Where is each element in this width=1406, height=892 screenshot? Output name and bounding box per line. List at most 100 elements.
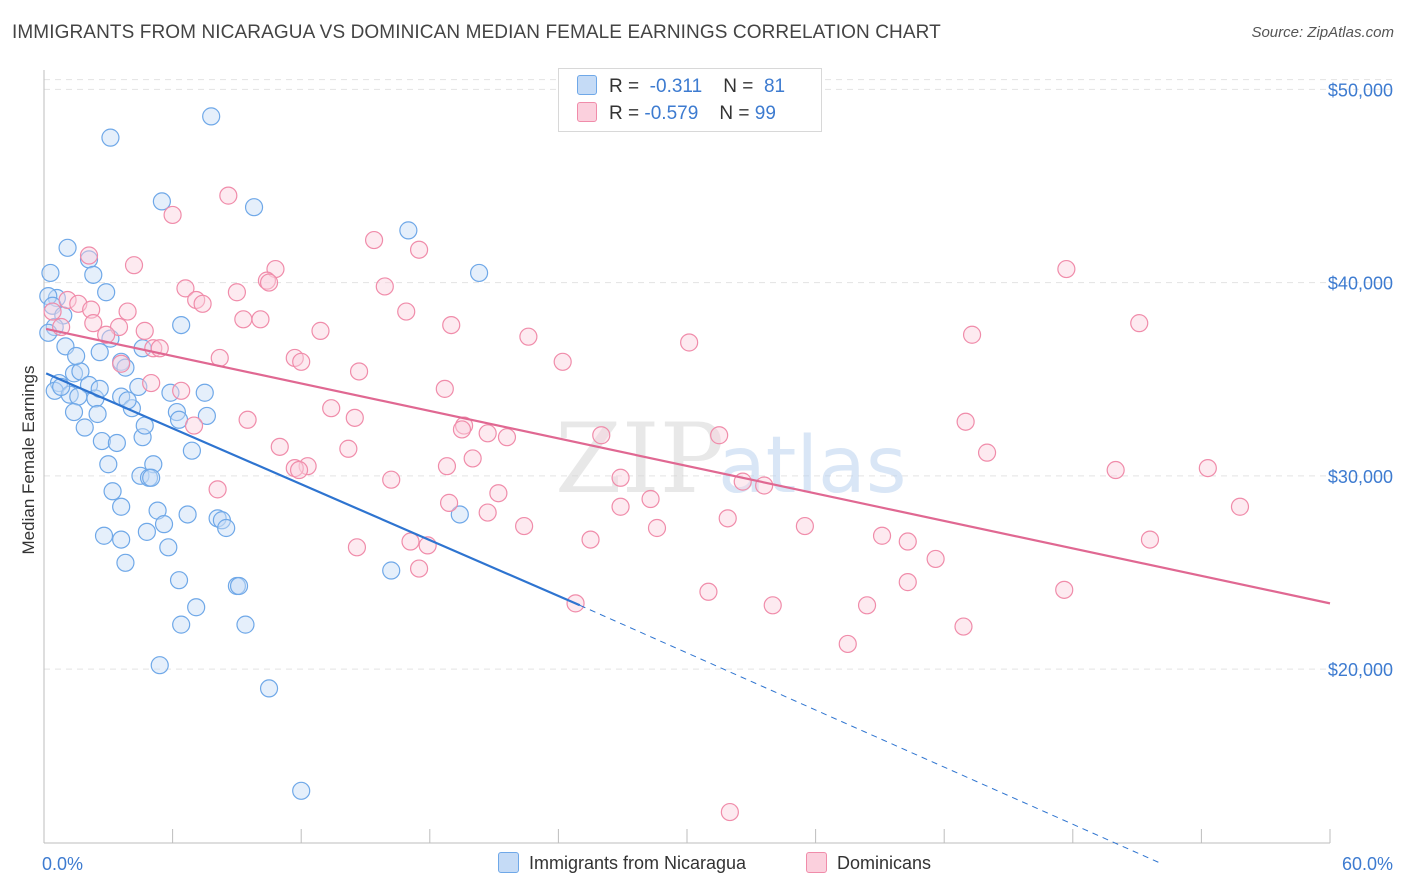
point-dominicans — [497, 428, 517, 447]
legend-swatch-nicaragua — [577, 75, 597, 95]
point-dominicans — [592, 426, 611, 445]
point-nicaragua — [259, 679, 279, 698]
point-nicaragua — [195, 383, 214, 402]
trend-line-nicaragua-extension — [579, 604, 1159, 863]
watermark-atlas: atlas — [718, 421, 907, 511]
point-nicaragua — [75, 418, 94, 437]
point-dominicans — [401, 532, 420, 551]
point-nicaragua — [67, 346, 86, 366]
series-legend-dominicans[interactable]: Dominicans — [806, 852, 931, 874]
point-dominicans — [838, 634, 857, 654]
point-dominicans — [193, 294, 212, 313]
y-tick-label: $40,000 — [1328, 274, 1393, 294]
point-dominicans — [442, 315, 461, 335]
point-dominicans — [270, 437, 289, 456]
point-nicaragua — [92, 431, 111, 451]
point-dominicans — [219, 186, 238, 205]
point-dominicans — [409, 240, 429, 259]
point-nicaragua — [197, 406, 216, 426]
series-label-nicaragua: Immigrants from Nicaragua — [529, 853, 747, 873]
point-dominicans — [956, 412, 975, 431]
point-nicaragua — [217, 518, 236, 538]
point-dominicans — [463, 449, 482, 468]
y-tick-label: $50,000 — [1328, 80, 1393, 100]
point-nicaragua — [84, 265, 103, 284]
legend-r-label: R = — [609, 103, 640, 124]
point-dominicans — [172, 381, 191, 400]
point-dominicans — [720, 802, 739, 822]
point-nicaragua — [88, 404, 107, 424]
point-dominicans — [755, 476, 774, 495]
point-nicaragua — [133, 428, 152, 447]
point-dominicans — [1106, 460, 1125, 480]
point-dominicans — [79, 246, 99, 265]
point-dominicans — [289, 460, 309, 480]
point-dominicans — [898, 532, 917, 551]
point-dominicans — [680, 333, 699, 352]
point-dominicans — [898, 573, 917, 592]
point-dominicans — [84, 314, 103, 333]
y-tick-label: $30,000 — [1328, 467, 1393, 487]
point-dominicans — [382, 470, 401, 489]
point-dominicans — [375, 277, 394, 296]
point-nicaragua — [137, 522, 156, 541]
point-dominicans — [763, 596, 782, 615]
point-dominicans — [439, 493, 459, 512]
point-nicaragua — [292, 781, 311, 800]
point-dominicans — [97, 325, 116, 344]
point-dominicans — [292, 352, 311, 371]
point-nicaragua — [58, 238, 77, 257]
point-dominicans — [519, 327, 538, 346]
point-dominicans — [872, 526, 892, 545]
point-dominicans — [43, 302, 62, 321]
point-dominicans — [364, 230, 384, 250]
point-nicaragua — [169, 571, 189, 590]
point-dominicans — [176, 279, 195, 298]
point-nicaragua — [450, 505, 469, 524]
point-dominicans — [184, 416, 204, 435]
point-dominicans — [962, 325, 982, 344]
point-nicaragua — [112, 497, 131, 516]
point-dominicans — [311, 321, 330, 340]
point-dominicans — [515, 516, 534, 536]
point-dominicans — [553, 352, 572, 371]
point-dominicans — [718, 509, 737, 528]
point-dominicans — [397, 302, 416, 321]
point-dominicans — [345, 408, 364, 427]
point-nicaragua — [107, 433, 126, 453]
point-nicaragua — [182, 441, 201, 460]
point-dominicans — [142, 373, 161, 393]
point-nicaragua — [103, 482, 122, 501]
point-dominicans — [489, 484, 508, 503]
point-nicaragua — [144, 455, 163, 474]
legend-swatch-dominicans — [577, 102, 597, 122]
series-legend-nicaragua[interactable]: Immigrants from Nicaragua — [498, 852, 746, 874]
point-dominicans — [163, 205, 182, 225]
point-dominicans — [112, 354, 131, 373]
point-dominicans — [82, 300, 101, 319]
point-nicaragua — [99, 455, 118, 474]
legend-n-label: N = — [723, 76, 754, 97]
point-nicaragua — [90, 343, 109, 362]
point-nicaragua — [64, 402, 84, 422]
point-nicaragua — [236, 615, 255, 634]
point-nicaragua — [469, 263, 489, 283]
point-nicaragua — [159, 538, 178, 557]
correlation-legend: R = -0.311 N = 81 R = -0.579 N = 99 — [558, 68, 822, 132]
point-dominicans — [1198, 458, 1217, 478]
point-dominicans — [135, 321, 154, 340]
point-dominicans — [1230, 497, 1250, 516]
series-legend: Immigrants from Nicaragua Dominicans — [0, 852, 1406, 878]
point-nicaragua — [187, 598, 206, 617]
point-dominicans — [710, 426, 729, 445]
point-dominicans — [322, 399, 341, 418]
point-dominicans — [1055, 580, 1074, 599]
point-nicaragua — [178, 505, 197, 524]
axis-labels: $20,000 $30,000 $40,000 $50,000 0.0% 60.0% Med… — [19, 80, 1393, 874]
watermark-zip: ZIP — [555, 403, 724, 515]
point-dominicans — [954, 617, 973, 636]
point-dominicans — [611, 468, 630, 487]
point-nicaragua — [116, 553, 135, 572]
point-dominicans — [581, 530, 600, 549]
point-dominicans — [347, 538, 367, 557]
